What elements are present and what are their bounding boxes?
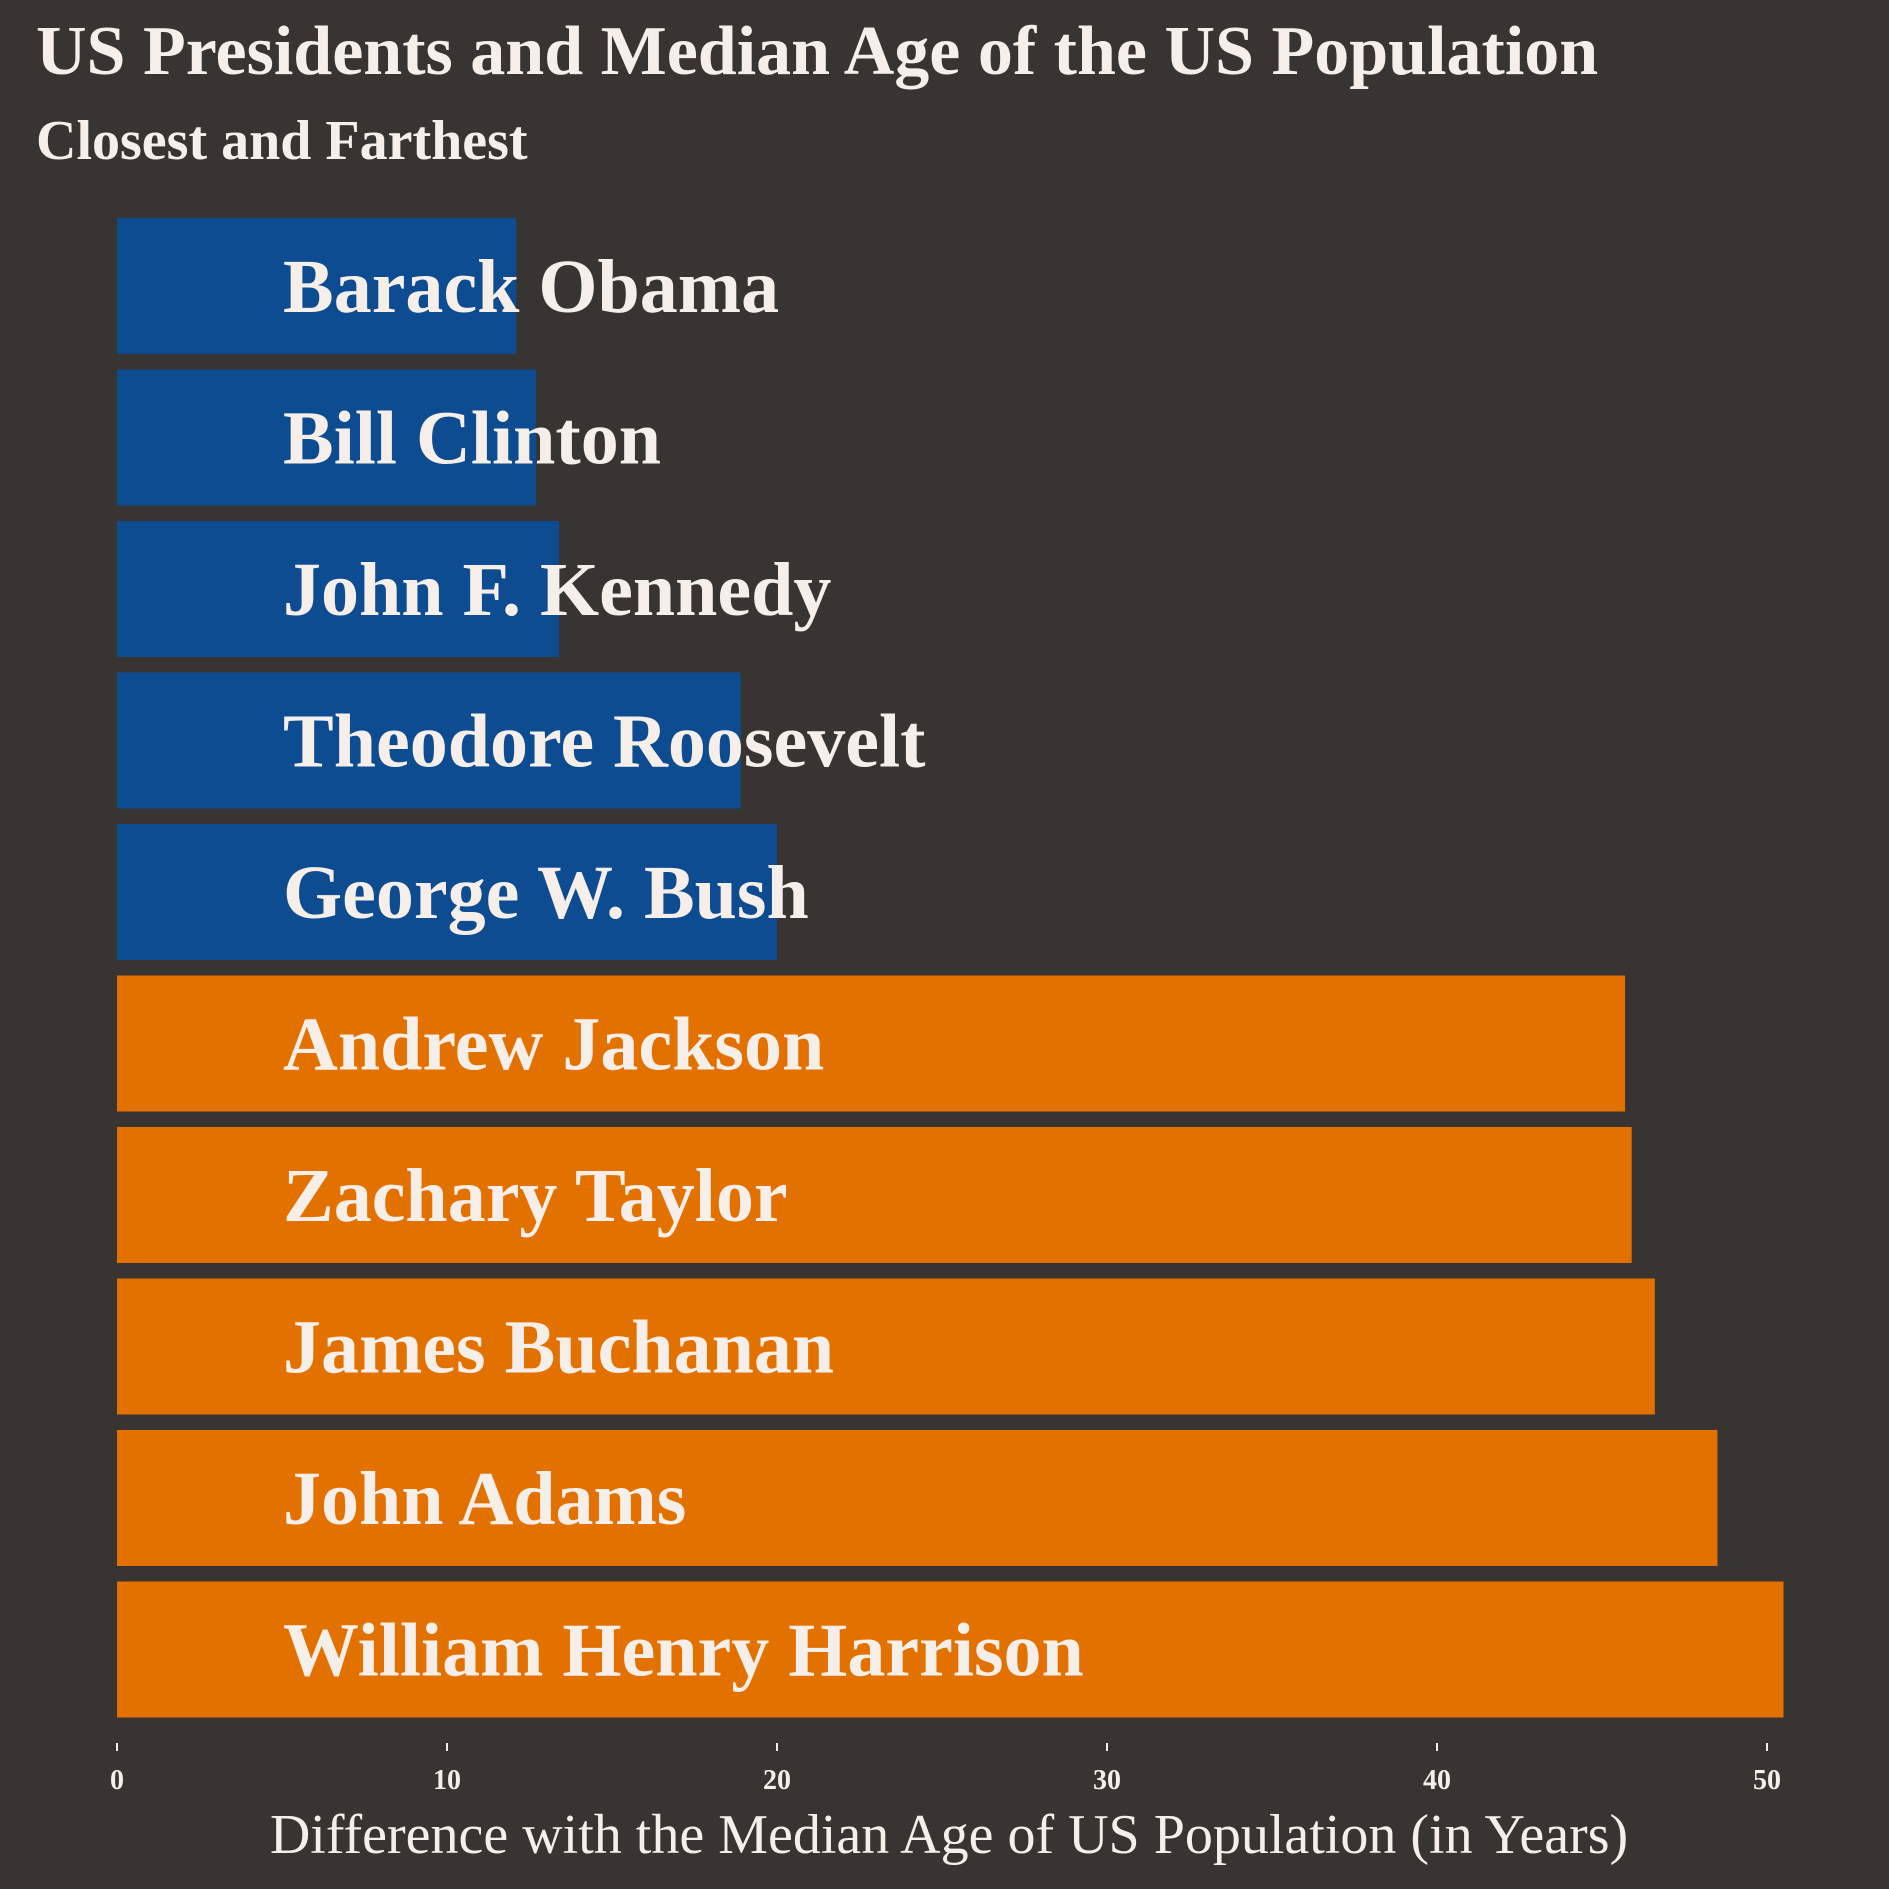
x-axis-label: Difference with the Median Age of US Pop… bbox=[270, 1804, 1628, 1866]
chart-title: US Presidents and Median Age of the US P… bbox=[36, 13, 1598, 90]
bar bbox=[117, 1278, 1655, 1415]
bar-label: Theodore Roosevelt bbox=[283, 700, 925, 784]
bar bbox=[117, 975, 1626, 1112]
chart-subtitle: Closest and Farthest bbox=[36, 110, 528, 172]
bar bbox=[117, 1127, 1632, 1263]
bar-label: William Henry Harrison bbox=[283, 1609, 1084, 1693]
bar-label: Andrew Jackson bbox=[283, 1003, 824, 1087]
x-tick-label: 50 bbox=[1753, 1765, 1781, 1796]
bar bbox=[117, 369, 537, 506]
bar-label: John F. Kennedy bbox=[283, 548, 831, 632]
x-tick-label: 20 bbox=[763, 1765, 791, 1796]
bar-labels-group: Barack Obama Bill Clinton John F. Kennedy T… bbox=[283, 245, 1084, 1693]
x-tick-label: 30 bbox=[1093, 1765, 1121, 1796]
x-tick-label: 10 bbox=[433, 1765, 461, 1796]
x-tick-label: 40 bbox=[1423, 1765, 1451, 1796]
bars-group bbox=[117, 218, 1784, 1718]
bar-label: Bill Clinton bbox=[283, 397, 661, 481]
bar bbox=[117, 672, 741, 809]
bar-label: George W. Bush bbox=[283, 851, 809, 935]
bar-label: James Buchanan bbox=[283, 1306, 834, 1390]
x-axis: 0 10 20 30 40 50 bbox=[110, 1743, 1781, 1796]
bar-label: John Adams bbox=[283, 1457, 686, 1541]
bar bbox=[117, 824, 777, 960]
bar bbox=[117, 521, 560, 657]
bar-label: Zachary Taylor bbox=[283, 1154, 788, 1238]
bar bbox=[117, 1581, 1784, 1718]
bar-label: Barack Obama bbox=[283, 245, 779, 329]
bar bbox=[117, 1430, 1718, 1566]
bar bbox=[117, 218, 517, 354]
x-tick-label: 0 bbox=[110, 1765, 124, 1796]
